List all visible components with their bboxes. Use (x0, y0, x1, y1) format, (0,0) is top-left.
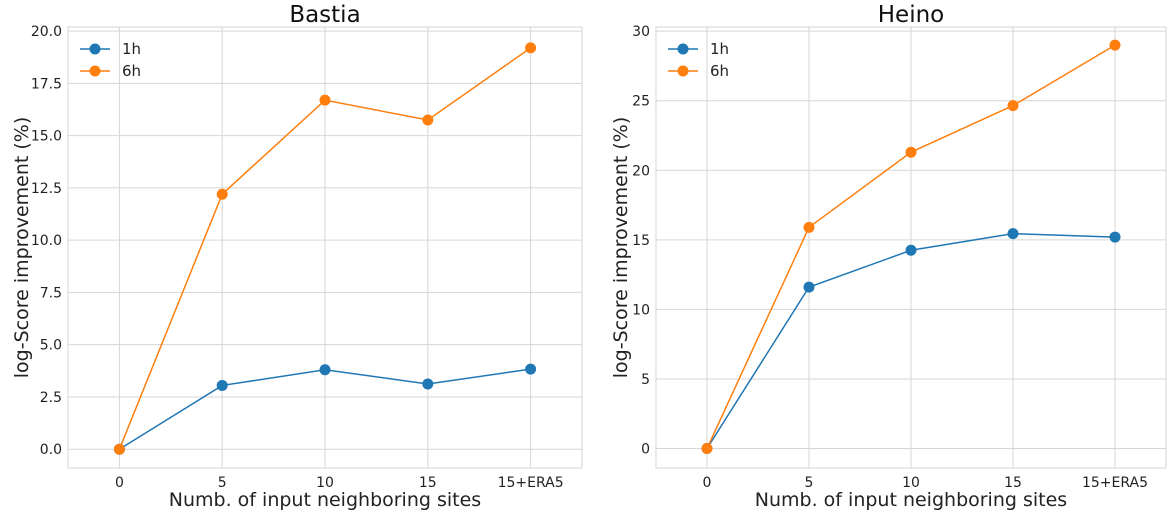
grid-lines (68, 27, 582, 468)
legend-label: 6h (122, 62, 141, 80)
x-tick-label: 5 (805, 475, 814, 491)
y-tick-label: 5 (641, 372, 650, 388)
y-tick-label: 15 (632, 233, 650, 249)
tick-labels: 0 5 10 15 15+ERA5 0 5 10 15 20 25 30 (632, 24, 1148, 491)
y-axis-label: log-Score improvement (%) (610, 117, 632, 378)
x-tick-label: 15+ERA5 (1082, 475, 1148, 491)
data-point-1h (803, 281, 815, 293)
data-point-1h (319, 364, 331, 376)
x-tick-label: 15 (419, 475, 437, 491)
data-point-1h (1007, 228, 1019, 240)
data-point-1h (422, 378, 434, 390)
data-point-6h (216, 188, 228, 200)
y-tick-label: 10.0 (31, 233, 62, 249)
legend-marker (89, 65, 101, 77)
x-tick-label: 0 (115, 475, 124, 491)
data-point-1h (525, 363, 537, 375)
y-tick-label: 20.0 (31, 24, 62, 40)
data-point-6h (1007, 100, 1019, 112)
x-axis-label: Numb. of input neighboring sites (169, 489, 481, 511)
data-point-1h (905, 244, 917, 256)
x-tick-label: 15 (1004, 475, 1022, 491)
x-tick-label: 5 (218, 475, 227, 491)
data-point-6h (113, 443, 125, 455)
data-point-1h (216, 379, 228, 391)
y-tick-label: 15.0 (31, 129, 62, 145)
legend-label: 1h (122, 40, 141, 58)
data-point-6h (905, 146, 917, 158)
data-point-6h (319, 94, 331, 106)
data-point-6h (803, 221, 815, 233)
legend-marker (677, 43, 689, 55)
x-tick-label: 0 (703, 475, 712, 491)
data-point-6h (701, 443, 713, 455)
y-axis-label: log-Score improvement (%) (11, 117, 33, 378)
data-point-1h (1109, 231, 1121, 243)
tick-labels: 0 5 10 15 15+ERA5 0.0 2.5 5.0 7.5 10.0 12.5 15.0 17.… (31, 24, 564, 491)
x-tick-label: 15+ERA5 (498, 475, 564, 491)
y-tick-label: 0.0 (40, 442, 62, 458)
y-tick-label: 0 (641, 442, 650, 458)
x-axis-label: Numb. of input neighboring sites (755, 489, 1067, 511)
legend-label: 6h (710, 62, 729, 80)
y-tick-label: 10 (632, 302, 650, 318)
y-tick-label: 7.5 (40, 285, 62, 301)
data-point-6h (422, 114, 434, 126)
y-tick-label: 5.0 (40, 338, 62, 354)
y-tick-label: 17.5 (31, 76, 62, 92)
chart-panel-bastia: Bastia 0 5 10 15 15+ERA5 0.0 2.5 5.0 7.5 10.0 12.5… (11, 2, 583, 511)
y-tick-label: 30 (632, 24, 650, 40)
series-layer (113, 42, 537, 455)
series-layer (701, 39, 1121, 455)
chart-title: Bastia (289, 2, 360, 28)
data-point-6h (1109, 39, 1121, 51)
x-tick-label: 10 (316, 475, 334, 491)
y-tick-label: 20 (632, 163, 650, 179)
legend-marker (677, 65, 689, 77)
y-tick-label: 2.5 (40, 390, 62, 406)
chart-title: Heino (878, 2, 944, 28)
x-tick-label: 10 (902, 475, 920, 491)
legend-label: 1h (710, 40, 729, 58)
y-tick-label: 12.5 (31, 181, 62, 197)
legend-marker (89, 43, 101, 55)
grid-lines (656, 27, 1166, 468)
y-tick-label: 25 (632, 94, 650, 110)
data-point-6h (525, 42, 537, 54)
